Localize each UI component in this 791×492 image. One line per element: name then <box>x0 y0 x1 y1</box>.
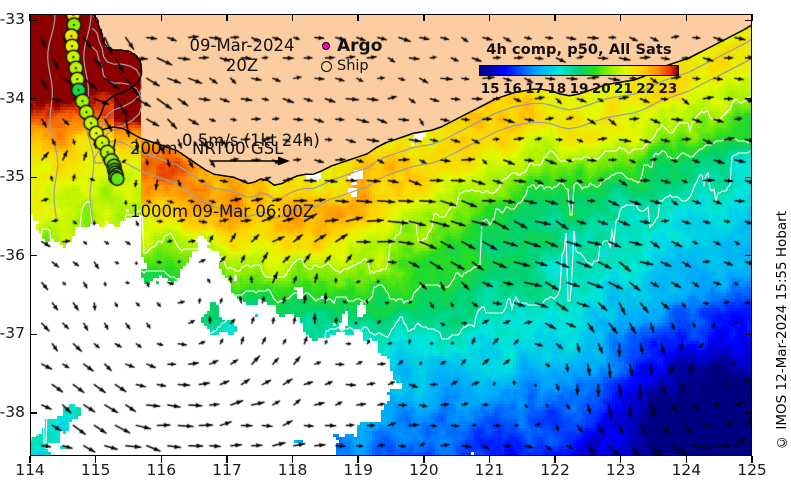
x-axis-tick-label: 120 <box>409 461 439 479</box>
y-axis-tick-label: -34 <box>0 88 25 107</box>
marker-legend: Argo Ship <box>315 36 382 76</box>
credit-text: © IMOS 12-Mar-2024 15:55 Hobart <box>774 211 790 450</box>
vector-scale-label: 0.5m/s (1kt 24h) <box>182 131 320 150</box>
y-axis-tick-right <box>745 19 752 21</box>
y-axis-tick <box>30 176 37 178</box>
x-axis-tick-top <box>291 14 294 21</box>
datetime-line1: 09-Mar-2024 <box>189 36 295 55</box>
legend-label-ship: Ship <box>337 58 369 74</box>
x-axis-tick <box>554 456 556 463</box>
colorbar-tick-labels: 15 16 17 18 19 20 21 22 23 <box>479 81 679 99</box>
colorbar-gradient <box>479 65 679 76</box>
product-label: NRT00 GSL <box>192 139 284 158</box>
x-axis-tick <box>160 456 162 463</box>
depth-shallow-label: 200m <box>130 139 178 158</box>
product-time-label: 09-Mar 06:00Z <box>192 202 315 221</box>
y-axis-tick <box>30 333 37 335</box>
x-axis-tick-top <box>488 14 491 21</box>
y-axis-tick-right <box>745 333 752 335</box>
datetime-line2: 20Z <box>225 56 259 75</box>
datetime-annotation: 09-Mar-2024 20Z <box>182 36 302 76</box>
colorbar-tick-label: 21 <box>614 81 633 97</box>
legend-row-argo: Argo <box>315 36 382 56</box>
argo-marker-icon <box>315 42 337 50</box>
y-axis-tick-label: -35 <box>0 167 25 186</box>
map-plot-area[interactable]: 09-Mar-2024 20Z 200m NRT00 GSL 1000m 09-… <box>30 14 752 456</box>
current-vectors-canvas <box>30 14 752 456</box>
colorbar-tick-label: 20 <box>591 81 611 97</box>
y-axis-tick-label: -38 <box>0 402 25 421</box>
x-axis-tick <box>94 456 97 463</box>
colorbar-tick-label: 23 <box>658 81 678 97</box>
colorbar-tick-label: 18 <box>547 81 567 97</box>
y-axis-tick-label: -37 <box>0 324 25 343</box>
colorbar-tick-label: 15 <box>480 81 500 97</box>
x-axis-tick-label: 124 <box>671 461 702 479</box>
x-axis-tick-top <box>423 14 425 21</box>
x-axis-tick-top <box>29 14 31 21</box>
x-axis-tick <box>685 456 688 463</box>
depth-deep-label: 1000m <box>130 202 189 221</box>
x-axis-tick-top <box>685 14 688 21</box>
y-axis-tick-right <box>745 412 752 414</box>
x-axis-tick-top <box>554 14 556 21</box>
colorbar-title: 4h comp, p50, All Sats <box>486 42 672 58</box>
credit-block: © IMOS 12-Mar-2024 15:55 Hobart <box>752 14 791 456</box>
x-axis-tick-label: 123 <box>605 461 636 479</box>
x-axis-tick-label: 114 <box>15 461 45 479</box>
y-axis-tick-right <box>745 98 752 100</box>
y-axis-tick <box>30 19 37 21</box>
x-axis-tick-label: 116 <box>146 461 177 479</box>
x-axis-tick-label: 121 <box>474 461 505 479</box>
y-axis-tick-label: -36 <box>0 245 25 264</box>
y-axis-tick <box>30 412 37 414</box>
x-axis-tick-top <box>226 14 228 21</box>
x-axis-tick-top <box>94 14 97 21</box>
x-axis-tick <box>291 456 294 463</box>
x-axis-tick-label: 118 <box>277 461 308 479</box>
ship-marker-icon <box>315 60 337 72</box>
x-axis-tick-top <box>357 14 359 21</box>
x-axis-tick <box>488 456 491 463</box>
x-axis-tick <box>620 456 622 463</box>
y-axis-tick <box>30 98 37 100</box>
x-axis-tick-top <box>160 14 162 21</box>
x-axis-tick-label: 125 <box>737 461 767 479</box>
depth-product-annotation: 200m NRT00 GSL 1000m 09-Mar 06:00Z <box>130 96 314 264</box>
y-axis-tick <box>30 255 37 257</box>
x-axis-tick-label: 119 <box>343 461 373 479</box>
colorbar: 4h comp, p50, All Sats 15 16 17 18 19 20 21 22 2… <box>479 42 679 99</box>
colorbar-tick-label: 19 <box>569 81 589 97</box>
x-axis-tick-label: 122 <box>540 461 570 479</box>
x-axis-tick <box>357 456 359 463</box>
y-axis-tick-label: -33 <box>0 10 25 29</box>
colorbar-tick-label: 17 <box>525 81 544 97</box>
x-axis-tick-label: 115 <box>80 461 111 479</box>
x-axis-tick <box>423 456 425 463</box>
y-axis-tick-right <box>745 176 752 178</box>
legend-label-argo: Argo <box>337 36 383 56</box>
x-axis-tick-top <box>620 14 622 21</box>
x-axis-tick-label: 117 <box>212 461 242 479</box>
colorbar-tick-label: 16 <box>502 81 522 97</box>
x-axis-tick <box>226 456 228 463</box>
vector-scale-arrow-icon <box>211 156 290 166</box>
legend-row-ship: Ship <box>315 56 382 76</box>
x-axis-tick <box>29 456 31 463</box>
y-axis-tick-right <box>745 255 752 257</box>
colorbar-tick-label: 22 <box>636 81 656 97</box>
x-axis-tick <box>751 456 753 463</box>
